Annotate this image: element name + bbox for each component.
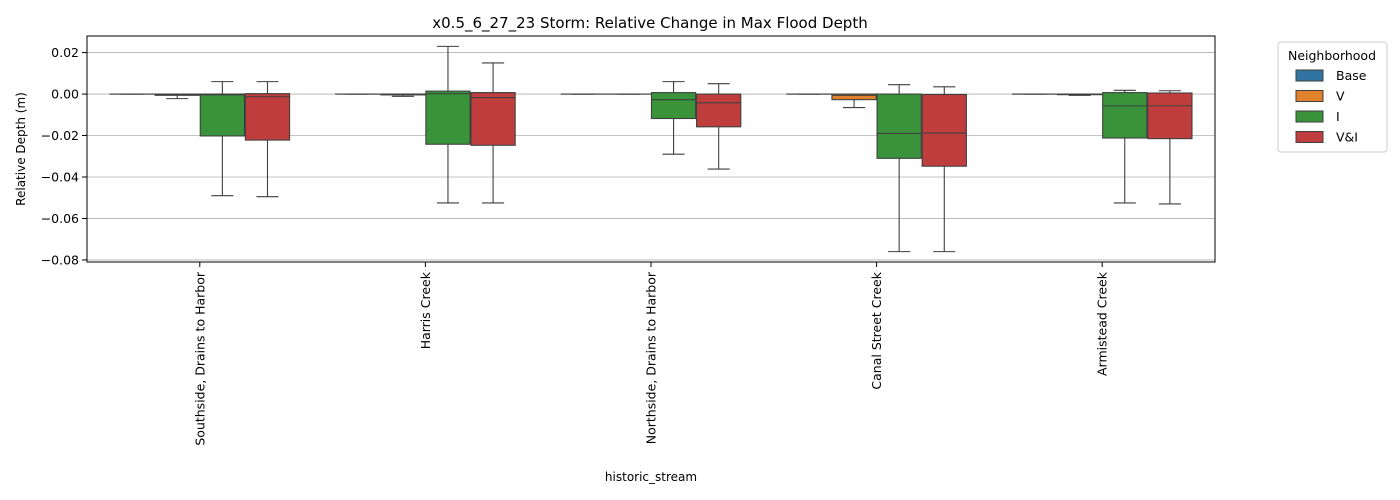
box-iqr [425, 90, 471, 145]
x-tick-label: Armistead Creek [1095, 271, 1110, 376]
x-axis-ticks: Southside, Drains to Harbor Harris Creek N… [192, 262, 1110, 446]
chart-title: x0.5_6_27_23 Storm: Relative Change in M… [432, 14, 867, 33]
box-VI-1 [470, 62, 516, 204]
box-VI-3 [921, 86, 967, 253]
legend-item-VI: V&I [1295, 130, 1358, 145]
legend-label: V&I [1336, 130, 1358, 145]
box-V-0 [154, 93, 200, 100]
box-VI-4 [1147, 90, 1193, 205]
box-iqr [921, 93, 967, 167]
plot-area-frame [86, 35, 1216, 263]
box-plots [109, 45, 1193, 253]
legend-swatch [1295, 110, 1324, 123]
box-iqr [650, 92, 697, 120]
legend-label: Base [1336, 68, 1367, 83]
y-axis-label: Relative Depth (m) [14, 92, 28, 206]
x-tick-label: Canal Street Creek [869, 271, 884, 389]
legend-item-V: V [1295, 89, 1345, 104]
box-iqr [1102, 92, 1148, 139]
y-tick-label: −0.04 [41, 169, 79, 184]
legend-swatch [1295, 131, 1324, 143]
y-tick-label: −0.08 [41, 252, 79, 267]
box-V-1 [380, 93, 426, 97]
y-tick-label: −0.06 [41, 211, 79, 226]
box-V-4 [1056, 93, 1103, 96]
y-axis-ticks: 0.02 0.00 −0.02 −0.04 −0.06 −0.08 [41, 45, 87, 267]
box-I-4 [1102, 89, 1148, 204]
legend: Neighborhood Base VI V&I [1277, 41, 1388, 153]
box-I-2 [650, 81, 697, 155]
legend-item-Base: Base [1295, 68, 1367, 83]
x-tick-label: Harris Creek [418, 271, 433, 349]
box-VI-2 [696, 83, 742, 170]
box-I-3 [876, 84, 922, 253]
box-I-1 [425, 45, 471, 204]
legend-item-I: I [1295, 109, 1340, 124]
box-iqr [876, 93, 922, 159]
box-V-3 [831, 93, 877, 109]
grid-lines [87, 52, 1215, 261]
x-axis-label: historic_stream [605, 470, 697, 484]
x-tick-label: Northside, Drains to Harbor [644, 271, 659, 444]
legend-title: Neighborhood [1288, 48, 1376, 63]
box-iqr [244, 93, 291, 141]
y-tick-label: −0.02 [41, 128, 79, 143]
legend-swatch [1295, 69, 1324, 82]
legend-label: I [1336, 109, 1340, 124]
legend-swatch [1295, 90, 1324, 102]
box-iqr [831, 93, 877, 101]
y-tick-label: 0.02 [51, 45, 79, 60]
box-iqr [1147, 92, 1193, 140]
box-iqr [199, 93, 246, 137]
legend-label: V [1336, 89, 1345, 104]
box-VI-0 [244, 81, 291, 198]
box-iqr [696, 93, 742, 128]
box-iqr [470, 92, 516, 146]
x-tick-label: Southside, Drains to Harbor [192, 271, 207, 445]
box-I-0 [199, 81, 246, 197]
y-tick-label: 0.00 [51, 87, 79, 102]
